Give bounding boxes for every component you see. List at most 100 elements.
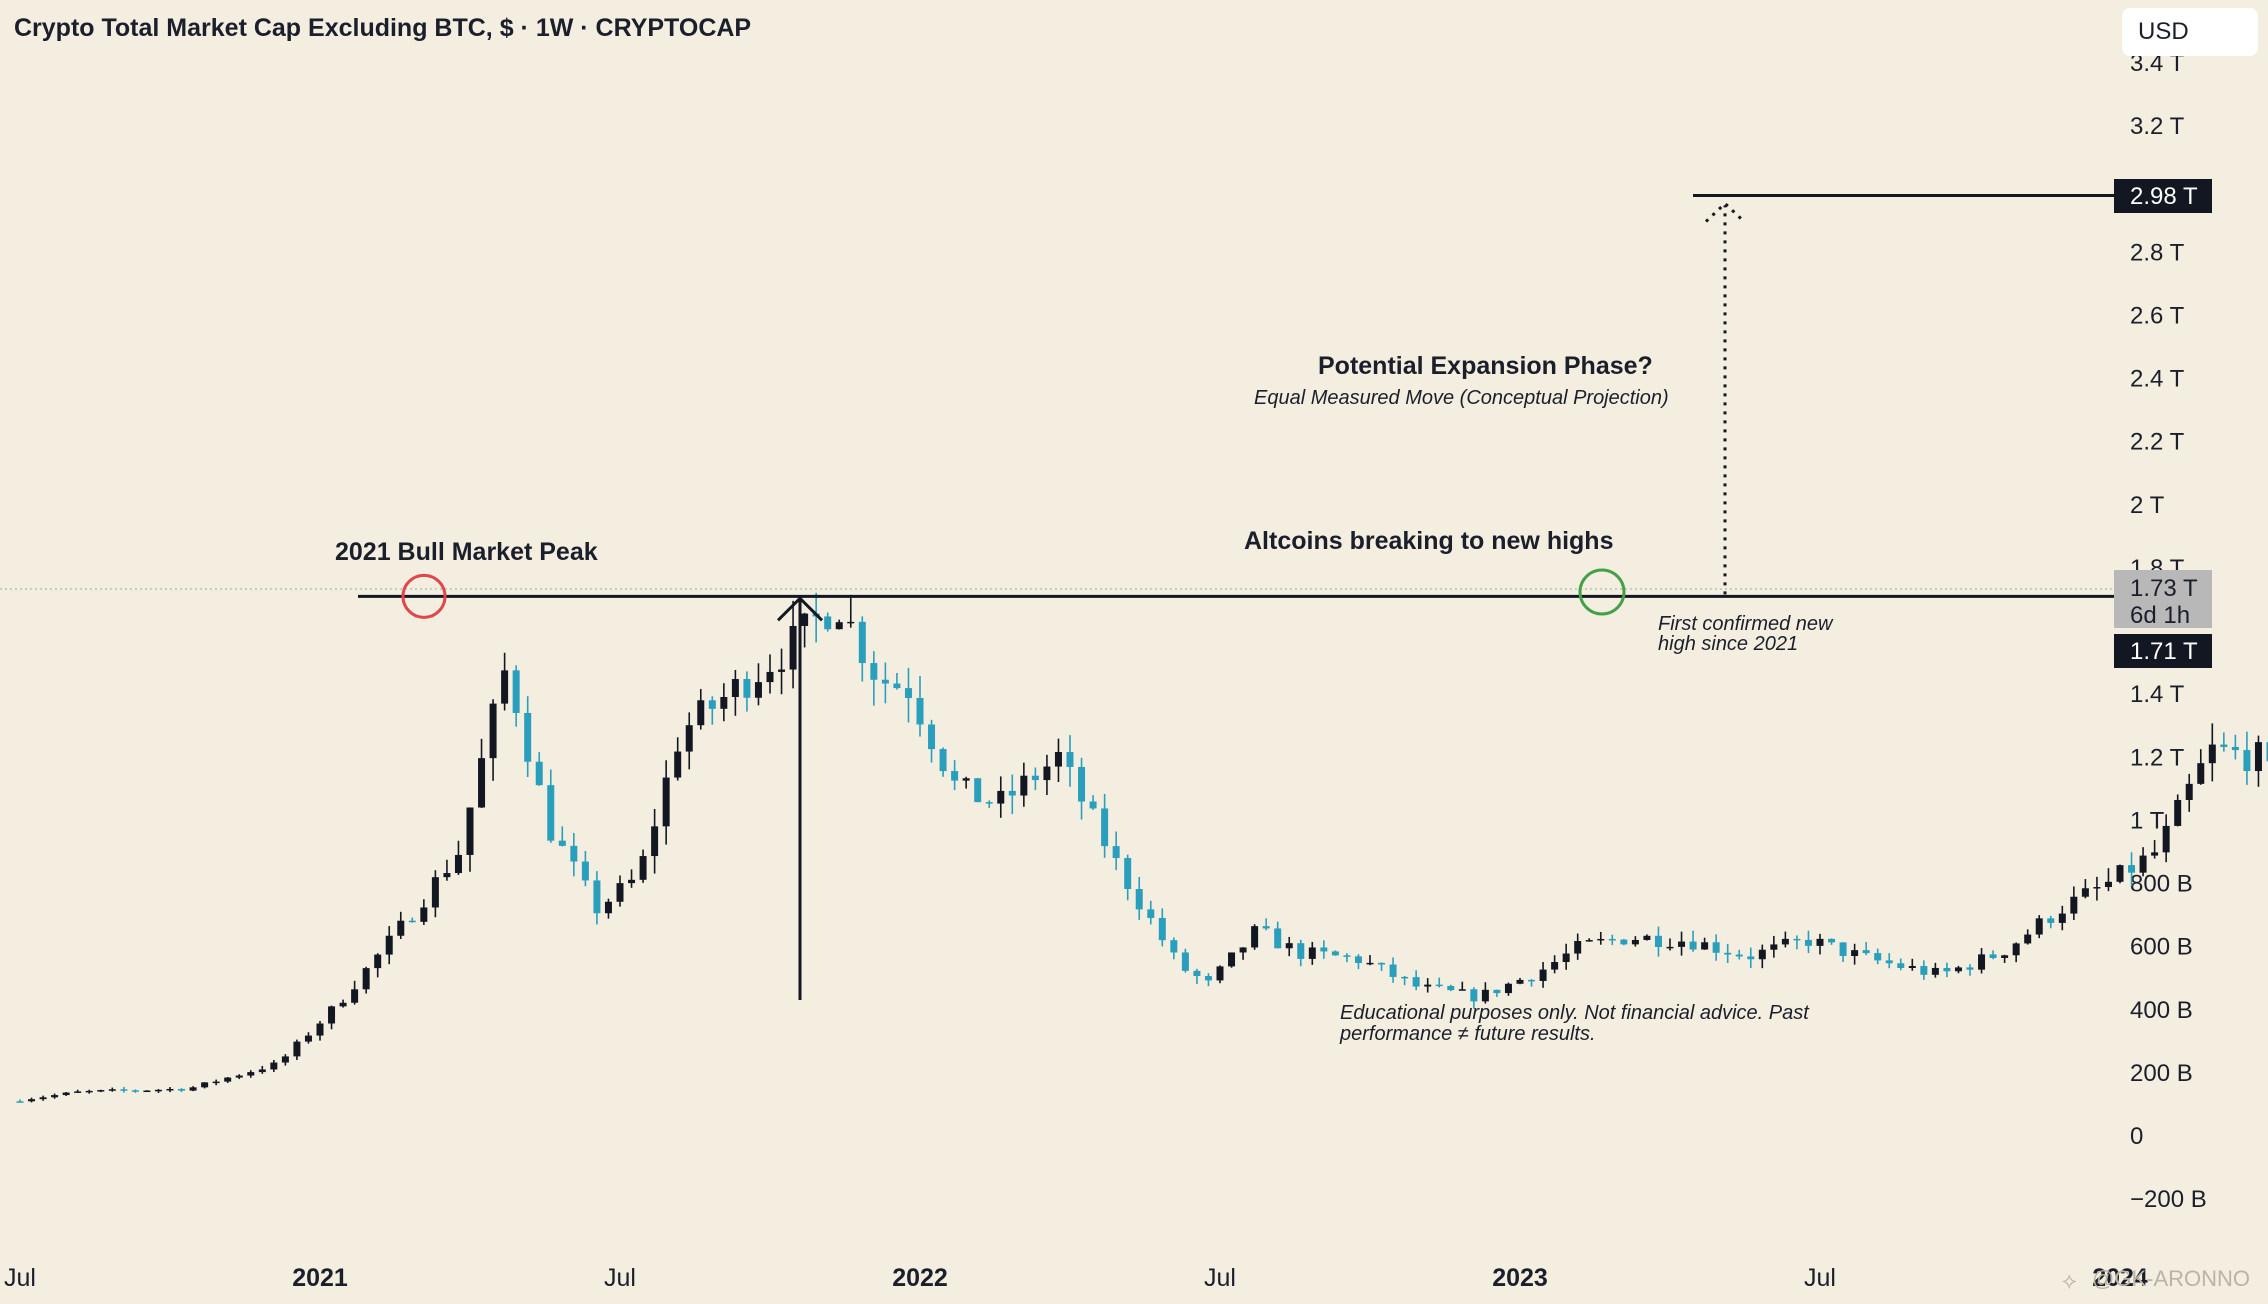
candle [1678, 941, 1686, 947]
candle [1781, 938, 1789, 945]
candle [2174, 799, 2182, 826]
candle [143, 1090, 151, 1093]
candle [1631, 939, 1639, 945]
candle [1320, 947, 1328, 952]
candle [1124, 858, 1132, 890]
candle [916, 698, 924, 725]
candle [2104, 881, 2112, 888]
candle [939, 749, 947, 772]
candle [281, 1056, 289, 1063]
watermark-text: @GK-ARONNO [2092, 1266, 2250, 1291]
candle [524, 712, 532, 762]
candle [604, 901, 612, 914]
candle [443, 873, 451, 878]
level-price-badge: 1.71 T [2114, 634, 2212, 668]
candle [1112, 846, 1120, 859]
candle [1666, 946, 1674, 949]
disclaimer-line1: Educational purposes only. Not financial… [1340, 1002, 1810, 1024]
candle [1597, 938, 1605, 941]
candlestick-series [16, 592, 2268, 1103]
candle [1435, 984, 1443, 987]
candle [1228, 952, 1236, 967]
candle [97, 1090, 105, 1092]
candle [766, 671, 774, 683]
current-price-badge: 1.73 T 6d 1h [2114, 570, 2212, 629]
candle [74, 1091, 82, 1093]
candle [374, 954, 382, 969]
candle [1447, 985, 1455, 991]
candle [108, 1089, 116, 1091]
candle [1931, 967, 1939, 975]
y-tick-label: 600 B [2130, 934, 2193, 961]
candle [1412, 977, 1420, 987]
candle [478, 758, 486, 808]
y-tick-label: 200 B [2130, 1060, 2193, 1087]
candle [420, 907, 428, 922]
x-tick-label: Jul [604, 1264, 636, 1292]
y-tick-label: 400 B [2130, 997, 2193, 1024]
candle [408, 920, 416, 923]
candle [1874, 953, 1882, 961]
candle [1078, 766, 1086, 802]
candle [754, 682, 762, 698]
candle [1389, 964, 1397, 977]
candle [2197, 763, 2205, 784]
candle [1193, 970, 1201, 977]
candle [2047, 918, 2055, 923]
candle [385, 935, 393, 955]
candle [985, 802, 993, 804]
y-tick-label: 2.4 T [2130, 366, 2185, 393]
candle [166, 1088, 174, 1091]
candle [120, 1089, 128, 1091]
candle [1504, 983, 1512, 994]
candle [1401, 976, 1409, 979]
candle [1620, 939, 1628, 945]
candle [1701, 942, 1709, 950]
candle [743, 679, 751, 698]
candle [1897, 963, 1905, 969]
candle [2001, 955, 2009, 958]
candle [685, 725, 693, 752]
candle [270, 1062, 278, 1070]
candle [212, 1081, 220, 1084]
peak-circle [401, 573, 447, 619]
candle [1458, 989, 1466, 991]
candle [651, 826, 659, 857]
candle [2254, 742, 2262, 772]
candle [731, 679, 739, 698]
candle [708, 700, 716, 709]
candle [1043, 766, 1051, 781]
candle [2266, 742, 2268, 762]
candle [2116, 865, 2124, 882]
candle [1551, 962, 1559, 970]
candle [1908, 966, 1916, 969]
x-tick-label: 2021 [292, 1264, 348, 1292]
candle [1978, 954, 1986, 970]
y-axis: −200 B 0 200 B 400 B 600 B 800 B 1 T 1.2 T 1.4 T… [2130, 50, 2207, 1213]
candle [2139, 855, 2147, 873]
candle [1828, 938, 1836, 943]
currency-selector[interactable]: USD [2122, 8, 2258, 56]
candle [1101, 808, 1109, 847]
candle [824, 616, 832, 630]
watermark-logo-icon: ⟡ [2062, 1269, 2077, 1294]
candle [1170, 940, 1178, 953]
y-tick-label: 2.6 T [2130, 302, 2185, 329]
candle [247, 1072, 255, 1076]
candle [2012, 943, 2020, 956]
expansion-title: Potential Expansion Phase? [1318, 352, 1653, 380]
candle [1816, 938, 1824, 946]
candle [1516, 979, 1524, 984]
measured-move-arrowhead [776, 596, 824, 622]
candle [1770, 944, 1778, 950]
x-tick-label: 2022 [892, 1264, 948, 1292]
candle [178, 1088, 186, 1091]
candle [1920, 966, 1928, 975]
candle [304, 1035, 312, 1042]
candle [639, 856, 647, 880]
x-tick-label: 2024 [2092, 1264, 2148, 1292]
candle [1804, 939, 1812, 946]
candle [847, 621, 855, 624]
x-tick-label: Jul [1204, 1264, 1236, 1292]
